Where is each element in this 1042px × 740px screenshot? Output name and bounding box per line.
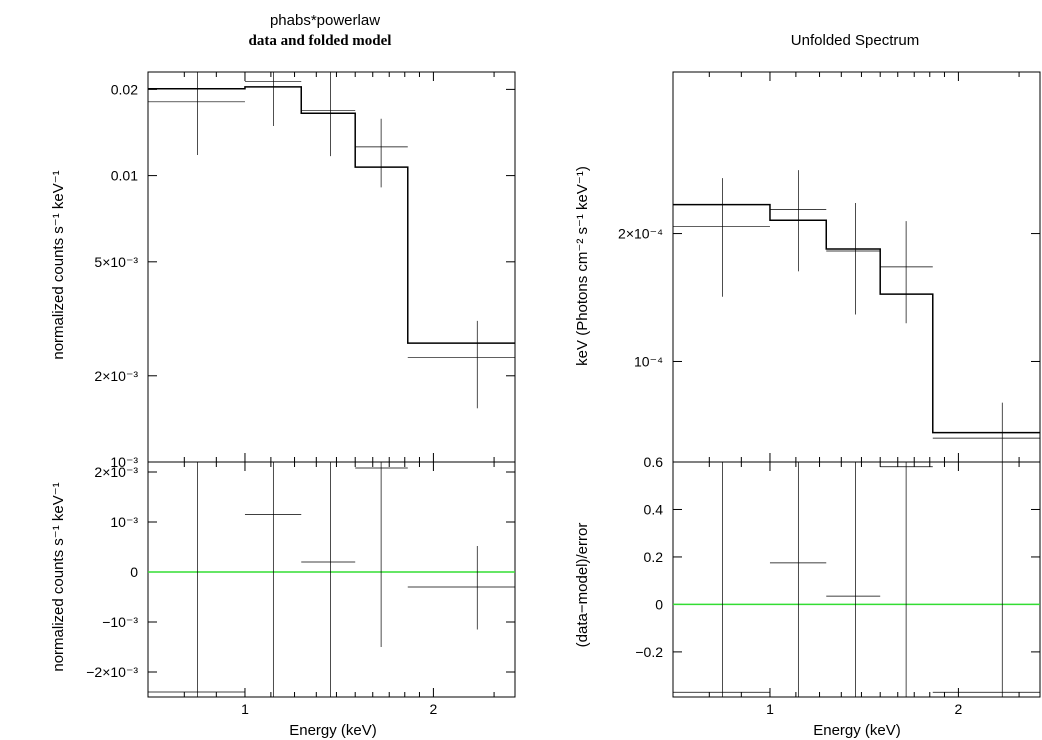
right-top-ylabel: keV (Photons cm⁻² s⁻¹ keV⁻¹) bbox=[574, 166, 591, 366]
left-top-ylabel: normalized counts s⁻¹ keV⁻¹ bbox=[50, 170, 67, 359]
x-tick-label: 2 bbox=[955, 701, 963, 717]
left-bottom-frame bbox=[147, 461, 516, 698]
model-line bbox=[148, 86, 515, 344]
right-title: Unfolded Spectrum bbox=[791, 32, 919, 49]
y-tick-label: 0.4 bbox=[644, 501, 664, 517]
right-bottom-ylabel: (data−model)/error bbox=[574, 523, 591, 648]
left-subtitle: data and folded model bbox=[249, 33, 392, 49]
y-tick-label: 0.2 bbox=[644, 549, 664, 565]
right-bottom-panel: 1 2 0.6 0.4 0.2 0 −0.2 bbox=[635, 454, 1041, 717]
left-top-frame bbox=[147, 71, 516, 463]
left-top-panel: 10⁻³ 2×10⁻³ 5×10⁻³ 0.01 0.02 bbox=[94, 71, 516, 470]
y-tick-label: 10⁻³ bbox=[110, 514, 138, 530]
y-tick-label: 2×10⁻³ bbox=[94, 464, 138, 480]
y-tick-label: 0.02 bbox=[111, 81, 138, 97]
y-tick-label: 0 bbox=[655, 596, 663, 612]
y-tick-label: 2×10⁻³ bbox=[94, 368, 138, 384]
plot-panels: 10⁻³2×10⁻³5×10⁻³0.010.021 22×10⁻³10⁻³0−10… bbox=[86, 71, 1041, 717]
left-xlabel: Energy (keV) bbox=[289, 722, 377, 739]
left-bottom-ylabel: normalized counts s⁻¹ keV⁻¹ bbox=[50, 482, 67, 671]
y-tick-label: 10⁻⁴ bbox=[634, 353, 663, 369]
model-line bbox=[673, 203, 1040, 434]
y-tick-label: −10⁻³ bbox=[102, 614, 138, 630]
y-tick-label: −0.2 bbox=[635, 644, 663, 660]
x-tick-label: 1 bbox=[766, 701, 774, 717]
right-xlabel: Energy (keV) bbox=[813, 722, 901, 739]
x-tick-label: 2 bbox=[430, 701, 438, 717]
y-tick-label: 10⁻³ bbox=[110, 454, 138, 470]
left-title: phabs*powerlaw bbox=[270, 12, 380, 29]
x-tick-label: 1 bbox=[241, 701, 249, 717]
y-tick-label: 5×10⁻³ bbox=[94, 254, 138, 270]
y-tick-label: 0.6 bbox=[644, 454, 664, 470]
left-bottom-panel: 1 2 2×10⁻³ 10⁻³ 0 −10⁻³ −2×10⁻³ bbox=[86, 461, 516, 717]
y-tick-label: 2×10⁻⁴ bbox=[618, 226, 663, 242]
right-top-frame bbox=[672, 71, 1041, 463]
right-bottom-frame bbox=[672, 461, 1041, 698]
y-tick-label: 0.01 bbox=[111, 168, 138, 184]
right-top-panel: 10⁻⁴ 2×10⁻⁴ bbox=[618, 71, 1041, 463]
y-tick-label: −2×10⁻³ bbox=[86, 664, 138, 680]
y-tick-label: 0 bbox=[130, 564, 138, 580]
